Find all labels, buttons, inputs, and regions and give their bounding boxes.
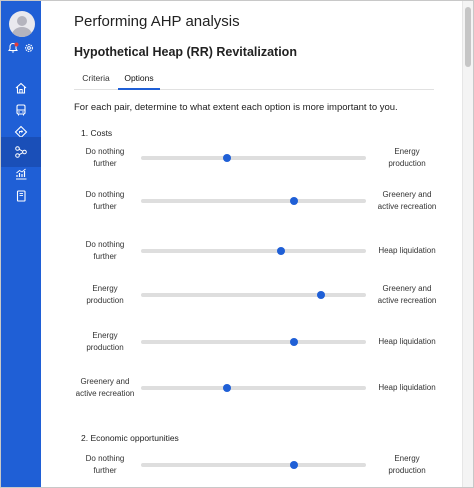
comparison-slider[interactable] (141, 384, 366, 392)
right-option-label: Greenery and active recreation (377, 189, 437, 212)
right-option-label: Greenery and active recreation (377, 283, 437, 306)
slider-thumb[interactable] (290, 461, 298, 469)
comparison-slider[interactable] (141, 154, 366, 162)
left-option-label: Do nothing further (85, 189, 125, 212)
right-option-label: Energy production (388, 453, 426, 476)
settings-gear-icon[interactable] (22, 41, 36, 55)
comparison-slider[interactable] (141, 338, 366, 346)
slider-thumb[interactable] (317, 291, 325, 299)
left-option-label: Energy production (86, 330, 124, 353)
sidebar (1, 1, 41, 487)
left-option-label: Greenery and active recreation (75, 376, 135, 399)
comparison-pair: Greenery and active recreation Heap liqu… (74, 368, 438, 408)
slider-thumb[interactable] (276, 247, 285, 255)
right-option-label: Energy production (388, 146, 426, 169)
page-title: Performing AHP analysis (74, 13, 240, 30)
avatar-head-shape (17, 16, 27, 26)
comparison-pair: Energy production Heap liquidation (74, 322, 438, 362)
right-option-label: Heap liquidation (378, 382, 436, 392)
section-title: 1. Costs (81, 128, 113, 138)
tab-criteria[interactable]: Criteria (82, 73, 110, 83)
sidebar-active-highlight (1, 137, 41, 167)
book-icon[interactable] (11, 186, 31, 206)
comparison-pair: Do nothing further Energy production (74, 445, 438, 485)
notification-bell-icon[interactable] (6, 41, 20, 55)
comparison-slider[interactable] (141, 197, 366, 205)
comparison-pair: Do nothing further Energy production (74, 138, 438, 178)
comparison-pair: Energy production Greenery and active re… (74, 275, 438, 315)
comparison-slider[interactable] (141, 291, 366, 299)
slider-thumb[interactable] (290, 338, 298, 346)
avatar-body-shape (12, 27, 32, 37)
left-option-label: Do nothing further (85, 146, 125, 169)
scrollbar-thumb[interactable] (465, 7, 471, 67)
slider-thumb[interactable] (222, 154, 231, 162)
tab-bar: Criteria Options (74, 69, 434, 90)
slider-thumb[interactable] (222, 384, 231, 392)
left-option-label: Do nothing further (85, 453, 125, 476)
workflow-nodes-icon[interactable] (11, 142, 31, 162)
home-icon[interactable] (11, 78, 31, 98)
left-option-label: Energy production (86, 283, 124, 306)
comparison-slider[interactable] (141, 461, 366, 469)
left-option-label: Do nothing further (85, 239, 125, 262)
slider-thumb[interactable] (290, 197, 298, 205)
user-avatar[interactable] (9, 11, 35, 37)
project-title: Hypothetical Heap (RR) Revitalization (74, 45, 297, 59)
bus-icon[interactable] (11, 100, 31, 120)
main-content: Performing AHP analysis Hypothetical Hea… (41, 1, 461, 487)
comparison-pair: Do nothing further Heap liquidation (74, 231, 438, 271)
vertical-scrollbar[interactable] (462, 1, 473, 487)
comparison-pair: Do nothing further Greenery and active r… (74, 181, 438, 221)
analytics-chart-icon[interactable] (11, 164, 31, 184)
section-title: 2. Economic opportunities (81, 433, 179, 443)
instructions-text: For each pair, determine to what extent … (74, 102, 398, 113)
right-option-label: Heap liquidation (378, 245, 436, 255)
right-option-label: Heap liquidation (378, 336, 436, 346)
comparison-slider[interactable] (141, 247, 366, 255)
tab-options[interactable]: Options (118, 69, 160, 90)
